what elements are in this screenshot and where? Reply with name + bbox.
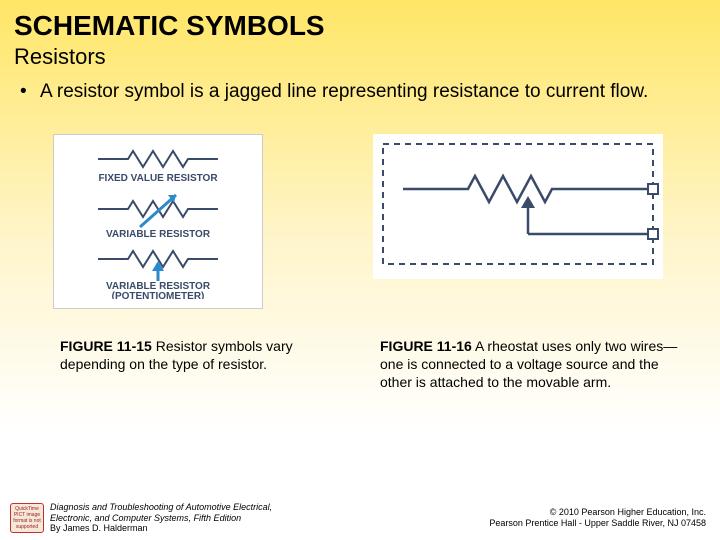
bullet-item: • A resistor symbol is a jagged line rep… <box>0 74 720 104</box>
page-title: SCHEMATIC SYMBOLS <box>0 0 720 44</box>
footer: QuickTime PICT image format is not suppo… <box>0 496 720 540</box>
footer-author: By James D. Halderman <box>50 523 272 534</box>
figure-11-15: FIXED VALUE RESISTOR VARIABLE RESISTOR <box>53 134 263 309</box>
bullet-text: A resistor symbol is a jagged line repre… <box>40 80 648 104</box>
figure-11-15-diagram: FIXED VALUE RESISTOR VARIABLE RESISTOR <box>53 134 263 309</box>
figures-row: FIXED VALUE RESISTOR VARIABLE RESISTOR <box>0 104 720 309</box>
footer-copyright-2: Pearson Prentice Hall - Upper Saddle Riv… <box>489 518 706 529</box>
caption-11-15: FIGURE 11-15 Resistor symbols vary depen… <box>60 337 320 392</box>
footer-book-line1: Diagnosis and Troubleshooting of Automot… <box>50 502 272 513</box>
fixed-label: FIXED VALUE RESISTOR <box>98 173 218 184</box>
footer-book-line2: Electronic, and Computer Systems, Fifth … <box>50 513 272 524</box>
footer-left: QuickTime PICT image format is not suppo… <box>10 502 272 534</box>
rheostat-arrow <box>521 196 618 234</box>
variable-arrow <box>140 195 176 227</box>
figure-11-16-diagram <box>373 134 663 279</box>
captions-row: FIGURE 11-15 Resistor symbols vary depen… <box>0 309 720 392</box>
variable-label: VARIABLE RESISTOR <box>105 229 210 240</box>
footer-copyright-1: © 2010 Pearson Higher Education, Inc. <box>489 507 706 518</box>
page-subtitle: Resistors <box>0 44 720 74</box>
caption-11-16-bold: FIGURE 11-16 <box>380 338 472 354</box>
footer-book-info: Diagnosis and Troubleshooting of Automot… <box>50 502 272 534</box>
quicktime-badge-icon: QuickTime PICT image format is not suppo… <box>10 503 44 533</box>
bullet-marker: • <box>20 80 40 104</box>
caption-11-15-bold: FIGURE 11-15 <box>60 338 152 354</box>
pot-label-2: (POTENTIOMETER) <box>111 291 204 299</box>
figure-11-16 <box>368 134 668 279</box>
footer-right: © 2010 Pearson Higher Education, Inc. Pe… <box>489 507 706 529</box>
caption-11-16: FIGURE 11-16 A rheostat uses only two wi… <box>380 337 690 392</box>
